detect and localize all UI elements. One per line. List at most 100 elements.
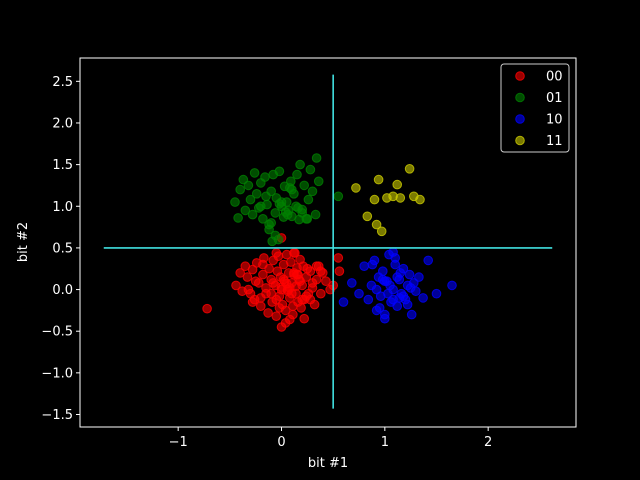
point-series-1-43 [333,191,344,202]
point-series-1-52 [285,183,295,193]
point-series-0-48 [299,313,310,324]
x-axis-ticks: −1 0 1 2 [169,427,492,450]
point-series-2-47 [388,247,398,257]
legend-box [500,63,570,153]
x-tick-label: 0 [277,435,285,450]
point-series-0-86 [268,278,279,288]
point-series-1-50 [266,218,277,228]
point-series-1-7 [247,209,258,220]
point-series-0-5 [242,272,253,282]
point-series-1-4 [240,205,251,216]
point-series-0-1 [231,280,241,291]
x-tick-label: −1 [169,435,188,450]
point-series-0-92 [247,297,258,307]
point-series-1-56 [261,191,271,202]
point-series-0-12 [258,269,268,280]
point-series-0-80 [274,303,285,313]
legend-label-11: 11 [546,134,563,149]
legend-marker-01 [515,92,525,103]
point-series-1-42 [313,176,324,187]
point-series-2-2 [354,288,364,299]
point-series-0-82 [291,281,301,292]
point-series-2-4 [363,294,374,305]
point-series-3-5 [376,226,387,237]
point-series-1-54 [302,214,313,224]
x-tick-label: 2 [484,435,492,450]
legend-entries: 00 01 10 11 [515,70,563,149]
point-series-0-54 [311,274,322,285]
point-series-0-11 [256,301,266,312]
point-series-0-58 [321,276,331,287]
point-series-2-48 [394,293,405,303]
plot-frame [79,57,577,428]
point-series-0-79 [302,263,313,274]
point-series-0-60 [333,253,344,263]
point-series-1-38 [303,194,314,205]
point-series-1-9 [251,189,262,199]
point-series-2-42 [380,313,390,324]
point-series-0-97 [271,248,282,258]
point-series-2-46 [383,288,393,299]
point-series-0-69 [243,284,254,295]
point-series-0-70 [258,259,268,270]
point-series-3-8 [392,179,403,190]
point-series-0-94 [276,322,287,332]
point-series-2-0 [338,297,349,307]
point-series-0-93 [293,269,303,280]
point-series-2-44 [405,283,416,293]
point-series-3-2 [369,194,380,205]
point-series-1-13 [260,172,270,182]
point-series-0-89 [301,291,312,302]
point-series-3-1 [362,211,373,222]
y-tick-label: 0.0 [52,283,73,298]
point-series-1-19 [270,208,281,218]
y-tick-label: 1.5 [52,158,73,173]
point-series-1-49 [256,201,266,212]
point-series-1-32 [292,169,302,180]
point-series-0-35 [286,257,296,267]
y-tick-label: 0.5 [52,241,73,256]
point-series-2-1 [347,278,357,288]
point-series-0-15 [263,308,273,318]
point-series-2-3 [359,261,370,272]
y-tick-label: 2.0 [52,116,73,131]
point-series-1-36 [299,180,310,191]
point-series-1-6 [245,194,256,205]
y-tick-label: 1.0 [52,200,73,215]
point-series-1-22 [274,166,285,177]
points-layer [202,153,457,332]
legend: 00 01 10 11 [500,63,570,153]
point-series-2-45 [378,274,388,285]
point-series-0-2 [235,268,245,278]
point-series-1-55 [311,153,322,163]
point-series-3-0 [351,183,361,193]
y-tick-label: −1.5 [41,408,73,423]
point-series-2-24 [406,309,417,320]
point-series-1-5 [243,180,254,191]
point-series-1-53 [293,203,303,213]
point-series-1-40 [307,186,318,197]
point-series-3-12 [415,194,425,205]
point-series-1-45 [270,230,281,241]
point-series-0-45 [296,303,306,313]
point-series-2-27 [414,272,424,282]
x-tick-label: 1 [381,435,389,450]
point-series-2-30 [431,288,442,299]
point-series-1-1 [233,213,243,223]
point-series-0-76 [278,274,289,285]
point-series-1-57 [274,199,285,209]
point-series-2-28 [418,293,428,303]
x-axis-label: bit #1 [308,456,348,471]
y-tick-label: 2.5 [52,75,73,90]
point-series-1-41 [310,209,321,220]
point-series-1-39 [305,164,316,175]
point-series-2-29 [423,255,434,266]
point-series-3-9 [395,193,406,203]
point-series-0-61 [334,266,345,277]
point-series-3-3 [371,219,382,230]
point-series-0-75 [266,288,277,299]
point-series-2-38 [385,280,395,291]
point-series-1-34 [295,159,305,170]
point-series-1-58 [282,209,293,220]
